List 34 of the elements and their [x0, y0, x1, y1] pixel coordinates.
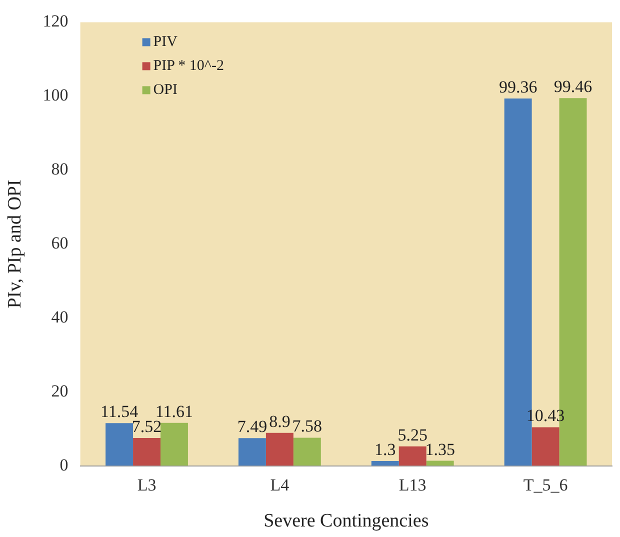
bar — [293, 438, 321, 466]
y-tick-label: 20 — [51, 381, 68, 400]
bar — [398, 446, 426, 466]
legend-label: PIP * 10^-2 — [153, 58, 224, 74]
bar — [133, 438, 160, 466]
y-tick-label: 80 — [51, 160, 68, 179]
x-tick-label: T_5_6 — [523, 475, 568, 494]
y-tick-label: 0 — [60, 455, 68, 474]
data-label: 7.49 — [237, 417, 268, 436]
x-axis-title: Severe Contingencies — [264, 510, 429, 532]
bar — [266, 432, 294, 466]
bar — [426, 460, 454, 466]
data-label: 8.9 — [269, 412, 290, 431]
bar — [160, 422, 188, 466]
x-tick-label: L13 — [398, 475, 426, 494]
y-tick-label: 100 — [42, 86, 68, 105]
x-tick-label: L3 — [137, 475, 156, 494]
y-tick-label: 40 — [51, 307, 68, 326]
data-label: 99.36 — [498, 77, 538, 96]
data-label: 99.46 — [554, 77, 592, 96]
bar — [238, 438, 266, 466]
legend-label: PIV — [153, 34, 178, 50]
data-label: 1.35 — [425, 440, 455, 459]
y-tick-label: 60 — [51, 233, 68, 252]
y-tick-label: 120 — [42, 12, 68, 31]
data-label: 7.58 — [292, 416, 322, 436]
data-label: 5.25 — [398, 425, 428, 444]
x-tick-label: L4 — [270, 475, 290, 494]
y-axis-title: PIv, PIp and OPI — [4, 180, 26, 308]
bar — [106, 423, 134, 466]
legend-label: OPI — [153, 82, 178, 98]
bar — [532, 427, 560, 466]
bar — [371, 460, 399, 466]
data-label: 1.3 — [374, 440, 396, 459]
